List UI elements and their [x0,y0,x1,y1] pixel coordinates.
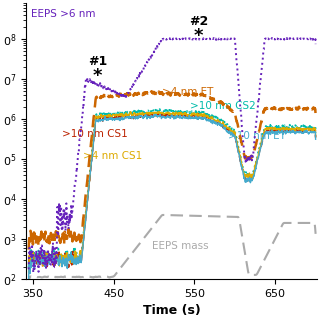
Text: >4 nm CS1: >4 nm CS1 [83,151,142,161]
Text: EEPS >6 nm: EEPS >6 nm [31,9,96,19]
Text: #2: #2 [189,15,208,28]
Text: *: * [92,67,102,85]
Text: >10 nm ET: >10 nm ET [228,131,286,141]
X-axis label: Time (s): Time (s) [143,304,201,317]
Text: #1: #1 [88,55,107,68]
Text: EEPS mass: EEPS mass [152,241,209,251]
Text: >4 nm ET: >4 nm ET [162,87,213,97]
Text: >10 nm CS2: >10 nm CS2 [190,101,256,111]
Text: >10 nm CS1: >10 nm CS1 [62,129,128,139]
Text: *: * [194,27,203,45]
